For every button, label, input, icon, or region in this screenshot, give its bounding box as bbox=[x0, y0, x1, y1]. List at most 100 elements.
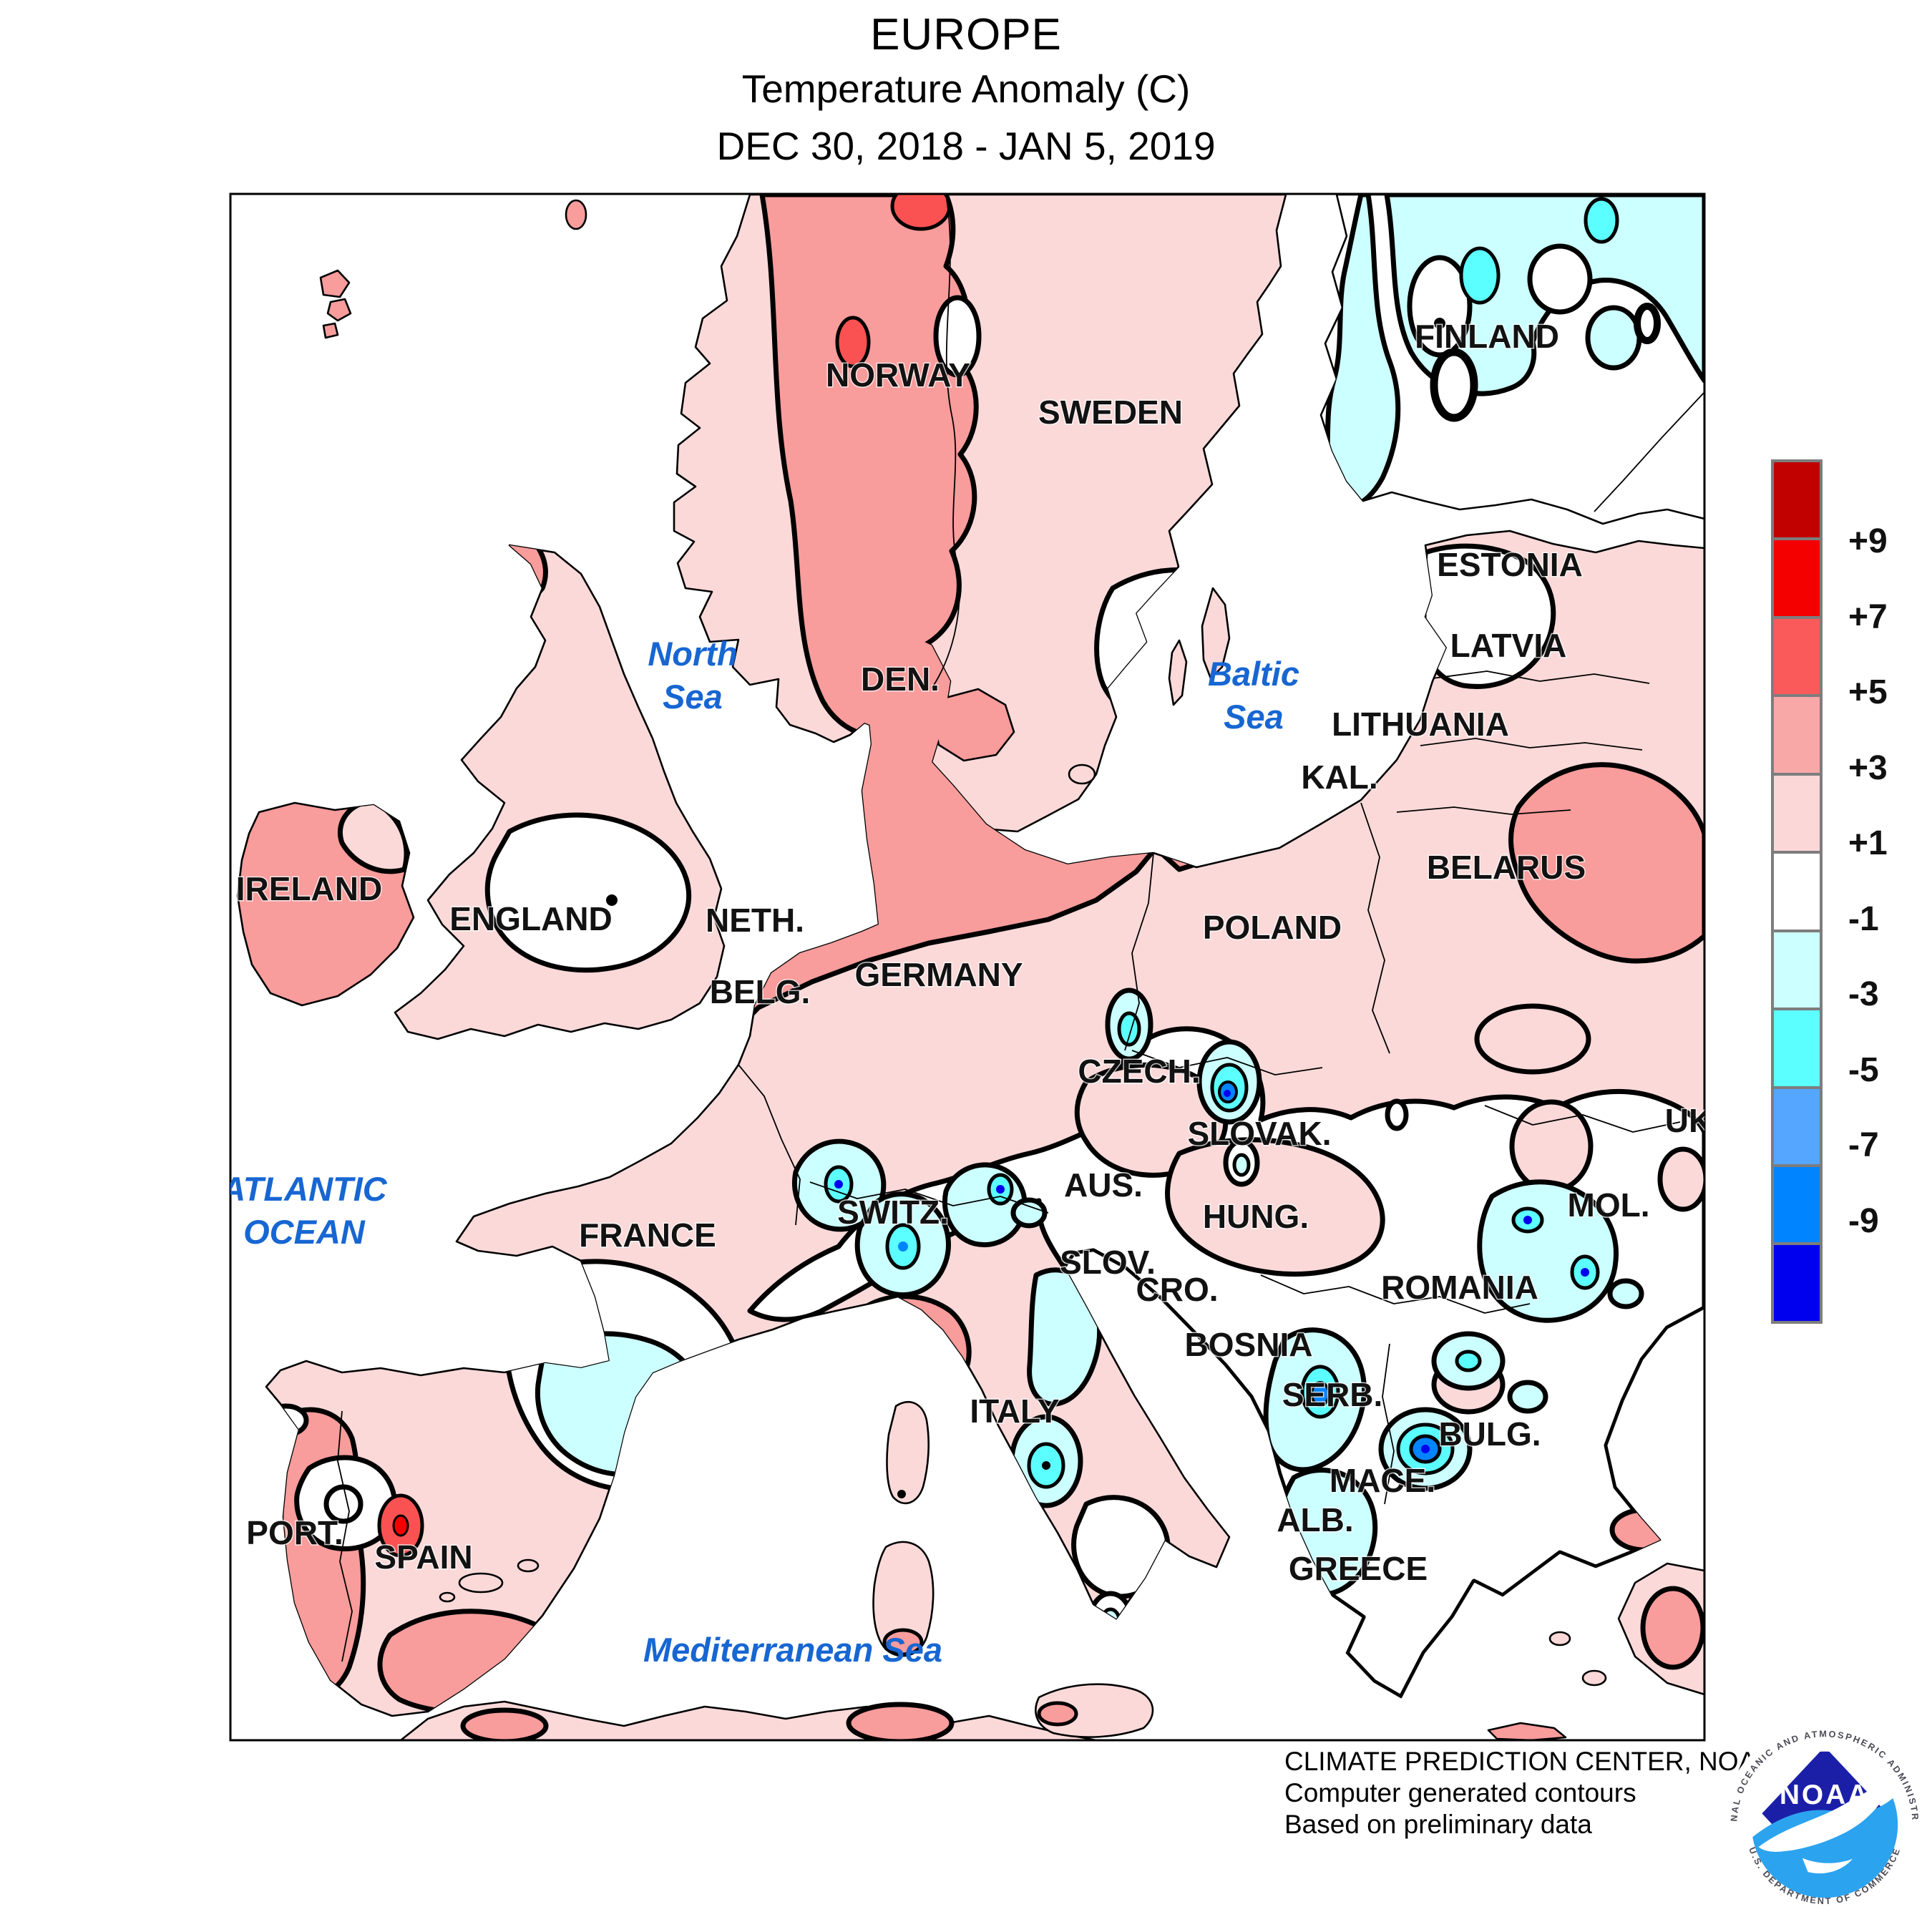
anomaly-colder-wallachia bbox=[1455, 1350, 1482, 1372]
anomaly-ring-galicia bbox=[1385, 1098, 1409, 1131]
extremum-pin bbox=[1042, 1461, 1050, 1470]
border-serbia-bulgaria bbox=[1382, 1343, 1395, 1505]
country-label-cro: CRO. bbox=[1136, 1271, 1219, 1308]
border-baltic-3 bbox=[1396, 806, 1571, 815]
anomaly-ring-hungary-core bbox=[1232, 1153, 1251, 1177]
country-label-poland: POLAND bbox=[1203, 909, 1342, 946]
legend-color-box-9 bbox=[1771, 1163, 1823, 1246]
country-label-aus: AUS. bbox=[1064, 1166, 1143, 1204]
island-menorca bbox=[517, 1558, 540, 1573]
border-finland-russia bbox=[1594, 391, 1704, 512]
country-label-slov: SLOV. bbox=[1060, 1244, 1156, 1281]
island-aegean-2 bbox=[1581, 1669, 1607, 1687]
title-date-range: DEC 30, 2018 - JAN 5, 2019 bbox=[716, 124, 1216, 168]
legend-tick--7: -7 bbox=[1848, 1126, 1879, 1165]
legend-color-box-1 bbox=[1771, 537, 1823, 619]
border-czech-slovakia bbox=[1131, 1050, 1323, 1075]
anomaly-overlays-ireland bbox=[337, 803, 409, 874]
extremum-pin bbox=[996, 1185, 1005, 1194]
extremum-pin bbox=[1224, 1090, 1231, 1097]
country-label-mol: MOL. bbox=[1568, 1186, 1650, 1224]
anomaly-neutral-dome bbox=[1527, 243, 1593, 315]
island-ibiza bbox=[439, 1591, 456, 1603]
anomaly-neutral-blob-finland bbox=[1407, 255, 1473, 358]
legend-color-box-10 bbox=[1771, 1242, 1823, 1324]
anomaly-colder-core-finland bbox=[1459, 246, 1501, 305]
legend-tick-+9: +9 bbox=[1848, 522, 1888, 561]
legend-color-box-0 bbox=[1771, 459, 1823, 541]
country-label-germany: GERMANY bbox=[854, 956, 1023, 993]
anomaly-milder-ireland-ne bbox=[337, 803, 409, 874]
map-frame bbox=[229, 192, 1706, 1742]
anomaly-overlays-finland bbox=[1321, 195, 1704, 510]
extremum-pin bbox=[1581, 1268, 1589, 1277]
anomaly-cold-romania-east bbox=[1607, 1278, 1644, 1309]
island-corsica bbox=[886, 1400, 930, 1505]
extremum-pin bbox=[834, 1180, 843, 1189]
legend-color-box-8 bbox=[1771, 1085, 1823, 1167]
country-label-kal: KAL. bbox=[1301, 758, 1377, 796]
country-label-greece: GREECE bbox=[1289, 1550, 1428, 1587]
border-poland-east bbox=[1360, 802, 1390, 1054]
sea-label-atlantic-ocean: ATLANTIC OCEAN bbox=[220, 1170, 388, 1251]
logo-bird-wing bbox=[1802, 1858, 1853, 1874]
anomaly-heavy-ring-russia bbox=[1634, 303, 1661, 344]
extremum-dot bbox=[897, 1490, 906, 1498]
country-label-bosnia: BOSNIA bbox=[1185, 1326, 1313, 1363]
country-label-port: PORT. bbox=[246, 1514, 343, 1551]
border-germany-poland bbox=[1124, 852, 1154, 1051]
anomaly-warm-sicily-west bbox=[1037, 1701, 1078, 1727]
logo-bird bbox=[1758, 1769, 1898, 1852]
country-label-spain: SPAIN bbox=[374, 1538, 472, 1576]
legend-color-box-5 bbox=[1771, 851, 1823, 932]
legend-color-box-2 bbox=[1771, 615, 1823, 698]
legend-color-box-6 bbox=[1771, 929, 1823, 1011]
anomaly-hot-spot-north bbox=[890, 195, 952, 231]
country-label-serb: SERB. bbox=[1282, 1376, 1383, 1413]
island-mallorca bbox=[458, 1572, 504, 1594]
anomaly-hotter-pin-spain bbox=[392, 1514, 409, 1537]
anomaly-coldest-serbia bbox=[1310, 1381, 1330, 1407]
legend-tick--3: -3 bbox=[1848, 975, 1879, 1014]
country-label-switz: SWITZ. bbox=[837, 1194, 949, 1231]
country-label-hung: HUNG. bbox=[1203, 1198, 1309, 1235]
sea-label-mediterranean-sea: Mediterranean Sea bbox=[643, 1631, 942, 1669]
country-label-czech: CZECH. bbox=[1078, 1053, 1200, 1090]
anomaly-overlays-africa-turkey bbox=[460, 1490, 1704, 1740]
island-aegean-1 bbox=[1548, 1631, 1571, 1646]
anomaly-cold-dobruja bbox=[1507, 1380, 1548, 1414]
anomaly-mild-moldova-edge bbox=[1657, 1146, 1704, 1212]
island-shetland bbox=[565, 199, 587, 230]
attribution-block: CLIMATE PREDICTION CENTER, NOAA Computer… bbox=[1284, 1746, 1774, 1840]
islands-faroe bbox=[319, 269, 352, 339]
sea-label-north-sea: North Sea bbox=[648, 635, 737, 716]
logo-acronym: NOAA bbox=[1780, 1780, 1870, 1810]
legend-tick-labels: +9 +7 +5 +3 +1 -1 -3 -5 -7 -9 bbox=[1848, 465, 1932, 1324]
country-label-den: DEN. bbox=[861, 660, 940, 698]
legend-tick-+5: +5 bbox=[1848, 673, 1888, 712]
anomaly-mild-ukraine-1 bbox=[1474, 1003, 1591, 1075]
legend-tick--1: -1 bbox=[1848, 899, 1879, 938]
anomaly-cold-blob-russia bbox=[1585, 305, 1642, 371]
anomaly-warm-algeria bbox=[846, 1702, 955, 1740]
border-norway-sweden bbox=[931, 195, 960, 689]
extremum-pin bbox=[1523, 1216, 1532, 1224]
country-label-norway: NORWAY bbox=[826, 356, 970, 394]
country-label-mace: MACE. bbox=[1330, 1462, 1435, 1499]
attribution-method: Computer generated contours bbox=[1284, 1778, 1636, 1807]
country-label-neth: NETH. bbox=[706, 902, 804, 939]
legend-tick--9: -9 bbox=[1848, 1201, 1879, 1240]
attribution-data-note: Based on preliminary data bbox=[1284, 1810, 1592, 1839]
attribution-source: CLIMATE PREDICTION CENTER, NOAA bbox=[1284, 1747, 1774, 1776]
legend-tick-+7: +7 bbox=[1848, 597, 1888, 636]
anomaly-heavy-ring-finland bbox=[1430, 348, 1478, 422]
anomaly-warm-sardinia-south bbox=[882, 1628, 924, 1657]
extremum-pin bbox=[1421, 1445, 1430, 1453]
legend-tick--5: -5 bbox=[1848, 1050, 1879, 1089]
country-label-belarus: BELARUS bbox=[1427, 849, 1586, 886]
legend-color-box-3 bbox=[1771, 694, 1823, 776]
legend-tick-+1: +1 bbox=[1848, 824, 1888, 863]
country-labels-group: NORWAY SWEDEN FINLAND ESTONIA LATVIA LITHUANI… bbox=[235, 317, 1704, 1589]
country-label-slovak: SLOVAK. bbox=[1187, 1115, 1331, 1152]
